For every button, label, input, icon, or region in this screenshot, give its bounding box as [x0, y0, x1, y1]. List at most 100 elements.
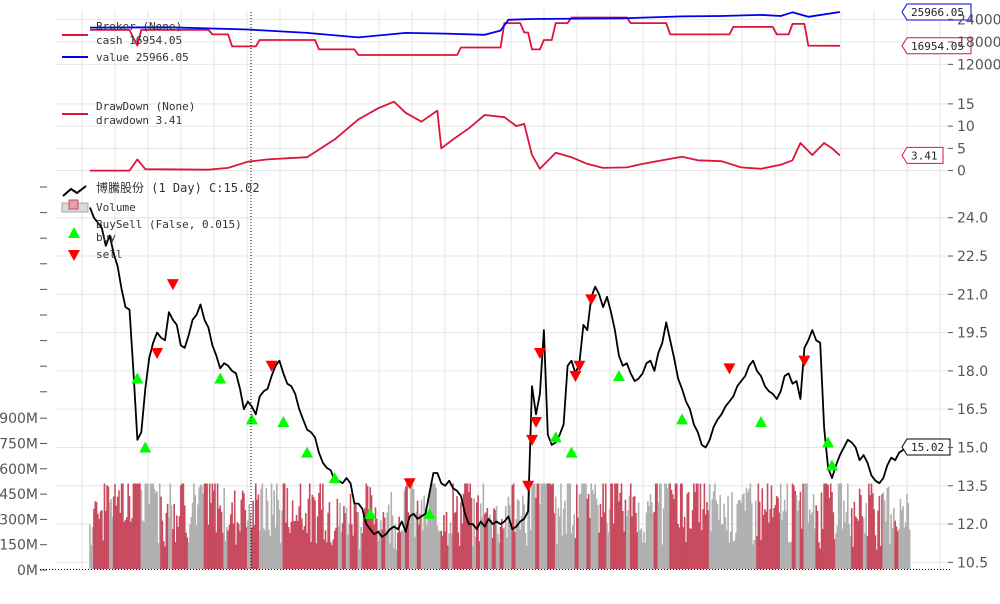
volume-bar: [891, 528, 894, 569]
volume-bar: [365, 483, 368, 569]
volume-bar: [282, 483, 285, 569]
volume-bar: [661, 544, 664, 569]
volume-bar: [639, 530, 641, 569]
drawdown-badge-text: 3.41: [911, 149, 938, 162]
volume-bar: [473, 498, 475, 569]
buy-marker: [277, 415, 290, 427]
volume-bar: [790, 541, 793, 569]
volume-bar: [828, 497, 831, 569]
volume-bar: [704, 514, 707, 569]
volume-bar: [682, 527, 685, 569]
volume-bar: [156, 491, 158, 569]
volume-bar: [785, 511, 787, 569]
volume-bar: [433, 483, 436, 569]
volume-bar: [858, 488, 861, 569]
sell-marker: [526, 434, 539, 446]
volume-bar: [635, 513, 637, 569]
volume-bar: [556, 544, 558, 569]
volume-bar: [374, 507, 377, 569]
volume-bar: [94, 501, 97, 569]
volume-bar: [554, 496, 557, 569]
volume-bar: [710, 531, 712, 569]
volume-bar: [599, 504, 602, 569]
volume-bar: [673, 499, 675, 569]
volume-bar: [229, 514, 232, 569]
volume-bar: [620, 483, 623, 569]
volume-bar: [907, 502, 910, 569]
volume-bar: [457, 532, 460, 569]
volume-bar: [123, 521, 126, 569]
volume-bar: [158, 483, 161, 569]
volume-bar: [304, 513, 307, 569]
volume-bar: [656, 483, 658, 569]
volume-bar: [528, 485, 531, 569]
volume-bar: [276, 483, 278, 569]
volume-bar: [152, 483, 154, 569]
volume-bar: [179, 485, 182, 569]
volume-bar: [803, 483, 806, 569]
volume-bar: [844, 522, 846, 569]
volume-bar: [333, 530, 336, 569]
volume-bar: [789, 542, 791, 569]
volume-bar: [782, 511, 785, 569]
volume-bar: [354, 505, 357, 569]
volume-bar: [394, 524, 397, 569]
volume-bar: [177, 526, 179, 569]
volume-bar: [357, 511, 360, 569]
volume-bar: [381, 529, 383, 569]
price-tick-label: 18.0: [957, 364, 988, 380]
volume-bar: [289, 533, 291, 569]
volume-bar: [665, 483, 668, 569]
volume-bar: [706, 502, 708, 569]
volume-bar: [643, 531, 645, 569]
volume-bar: [408, 522, 411, 569]
volume-bar: [481, 517, 483, 569]
price-tick-label: 12.0: [957, 517, 988, 533]
volume-bar: [754, 500, 757, 569]
volume-bar: [852, 546, 854, 569]
volume-bar: [303, 526, 306, 569]
volume-bar: [825, 483, 828, 569]
volume-bar: [882, 492, 885, 569]
volume-bar: [91, 527, 94, 569]
volume-bar: [319, 483, 322, 569]
volume-bar: [308, 483, 311, 569]
volume-bar: [652, 512, 654, 569]
volume-bar: [165, 513, 168, 569]
volume-bar: [629, 483, 632, 569]
volume-bar: [265, 487, 268, 569]
volume-bar: [818, 542, 820, 569]
volume-bar: [560, 483, 562, 569]
volume-bar: [485, 512, 487, 569]
volume-bar: [306, 533, 308, 569]
volume-bar: [769, 509, 771, 569]
volume-bar: [568, 483, 570, 569]
volume-bar: [343, 506, 345, 569]
volume-bar: [606, 523, 608, 569]
volume-bar: [385, 530, 387, 569]
volume-bar: [712, 491, 715, 569]
volume-bar: [660, 483, 662, 569]
volume-bar: [807, 522, 810, 569]
volume-bar: [379, 520, 382, 569]
volume-bar: [849, 535, 852, 569]
volume-bar: [272, 514, 274, 569]
volume-bar: [899, 498, 902, 569]
volume-bar: [327, 512, 329, 569]
axes-layer: 12000 18000 24000 0 5 10 15 10.5 12.0 13.5 15.0 16.…: [0, 12, 1000, 579]
buy-marker: [423, 507, 436, 519]
volume-bar: [697, 483, 699, 569]
volume-bar: [793, 485, 795, 569]
volume-bar: [804, 483, 807, 569]
volume-bar: [377, 541, 379, 569]
volume-bar: [835, 533, 837, 569]
volume-bar: [139, 483, 141, 569]
volume-bar: [224, 540, 227, 569]
volume-bar: [760, 539, 762, 569]
volume-bar: [353, 504, 356, 569]
volume-bar: [832, 512, 835, 569]
volume-bar: [565, 533, 568, 569]
volume-bar: [631, 516, 633, 569]
volume-bar: [577, 517, 579, 569]
volume-bar: [364, 507, 366, 569]
